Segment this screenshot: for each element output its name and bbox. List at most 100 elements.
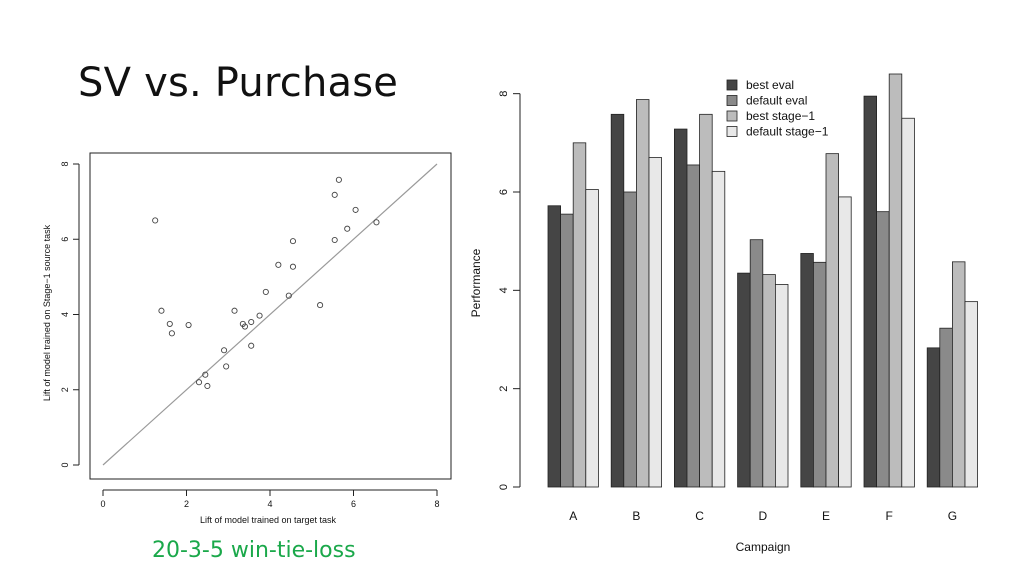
bar [762, 274, 776, 488]
bar [952, 261, 966, 488]
bar [901, 117, 915, 488]
bar [572, 142, 587, 488]
scatter-point [241, 323, 248, 330]
bar-x-tick-label: F [886, 509, 893, 523]
scatter-point [331, 236, 338, 244]
scatter-point [231, 307, 238, 314]
scatter-point [204, 382, 211, 390]
scatter-point [158, 307, 165, 314]
scatter-point [168, 330, 175, 337]
bar [863, 95, 878, 488]
bar [585, 189, 599, 488]
bar-y-tick-label: 2 [498, 386, 510, 392]
slide-title: SV vs. Purchase [78, 60, 399, 106]
scatter-point [289, 238, 297, 245]
scatter-points [152, 176, 380, 390]
scatter-point [248, 342, 255, 349]
bar [737, 272, 751, 488]
legend-swatch [726, 110, 738, 122]
bar [775, 284, 789, 488]
bar [547, 205, 562, 488]
scatter-plot: 0 2 4 6 8 0 2 4 6 8 Lift of model trained on tar… [42, 152, 452, 525]
bar [674, 128, 688, 488]
scatter-plot-frame [89, 152, 452, 480]
bar-y-tick-label: 4 [498, 287, 510, 293]
scatter-point [373, 219, 380, 226]
bar-x-label: Campaign [736, 540, 791, 554]
bar-x-tick-labels: A B C D E F G [569, 509, 957, 523]
scatter-x-tick-label: 6 [351, 499, 356, 509]
legend-label: default eval [746, 94, 807, 108]
bar [926, 347, 941, 488]
scatter-point [285, 292, 292, 299]
legend-swatch [726, 79, 738, 91]
scatter-y-axis: 0 2 4 6 8 [60, 161, 80, 468]
bar [964, 301, 979, 488]
bar-x-tick-label: C [695, 509, 704, 523]
bar-y-label: Performance [469, 248, 483, 317]
bar [711, 170, 726, 488]
bar-x-tick-label: G [948, 509, 957, 523]
bar [636, 99, 650, 488]
scatter-y-tick-label: 4 [60, 312, 70, 317]
bar [648, 157, 663, 488]
bar [699, 113, 713, 488]
scatter-point [185, 321, 192, 329]
bar [888, 73, 903, 488]
scatter-point [344, 225, 351, 232]
bar [813, 261, 827, 488]
bar [623, 191, 637, 488]
scatter-point [331, 191, 338, 198]
scatter-x-tick-label: 8 [434, 499, 439, 509]
scatter-point [256, 312, 263, 319]
scatter-point [262, 288, 269, 295]
scatter-point [195, 379, 203, 386]
bar [749, 239, 764, 488]
scatter-x-tick-label: 4 [267, 499, 272, 509]
scatter-point [152, 217, 159, 224]
scatter-point [335, 176, 342, 183]
scatter-point [289, 263, 297, 270]
scatter-point [248, 318, 255, 326]
scatter-point [166, 320, 173, 327]
scatter-point [223, 363, 230, 370]
bar [560, 213, 574, 488]
legend-label: best eval [746, 78, 794, 92]
bar [838, 196, 852, 488]
bar-x-tick-label: B [632, 509, 640, 523]
scatter-point [352, 206, 359, 213]
legend-swatch [726, 126, 738, 137]
scatter-point [317, 302, 324, 309]
bar-y-tick-label: 8 [498, 91, 510, 97]
scatter-y-label: Lift of model trained on Stage−1 source … [42, 224, 52, 401]
bar [876, 211, 890, 488]
bar-y-tick-label: 6 [498, 189, 510, 195]
bar-x-tick-label: E [822, 509, 830, 523]
bar-chart: 0 2 4 6 8 A B C D E F G best eval default evalbest … [469, 73, 979, 554]
scatter-y-tick-label: 8 [60, 161, 70, 166]
scatter-x-label: Lift of model trained on target task [200, 515, 337, 525]
scatter-y-tick-label: 0 [60, 462, 70, 467]
legend-swatch [726, 95, 738, 106]
scatter-y-tick-label: 2 [60, 387, 70, 392]
scatter-y-tick-label: 6 [60, 237, 70, 242]
bar [686, 164, 701, 488]
bar [825, 153, 840, 488]
bar [610, 113, 625, 488]
legend-label: default stage−1 [746, 125, 829, 139]
bar-y-tick-label: 0 [498, 484, 510, 490]
scatter-x-axis: 0 2 4 6 8 [100, 489, 440, 509]
legend-label: best stage−1 [746, 109, 815, 123]
win-tie-loss-caption: 20-3-5 win-tie-loss [152, 538, 356, 563]
bar-x-tick-label: A [569, 509, 577, 523]
bar [939, 327, 953, 488]
scatter-point [275, 261, 282, 268]
bar-x-tick-label: D [758, 509, 767, 523]
scatter-x-tick-label: 0 [100, 499, 105, 509]
scatter-point [221, 347, 228, 354]
scatter-point [202, 371, 209, 378]
bar [800, 253, 814, 488]
bar-y-axis: 0 2 4 6 8 [498, 91, 521, 490]
